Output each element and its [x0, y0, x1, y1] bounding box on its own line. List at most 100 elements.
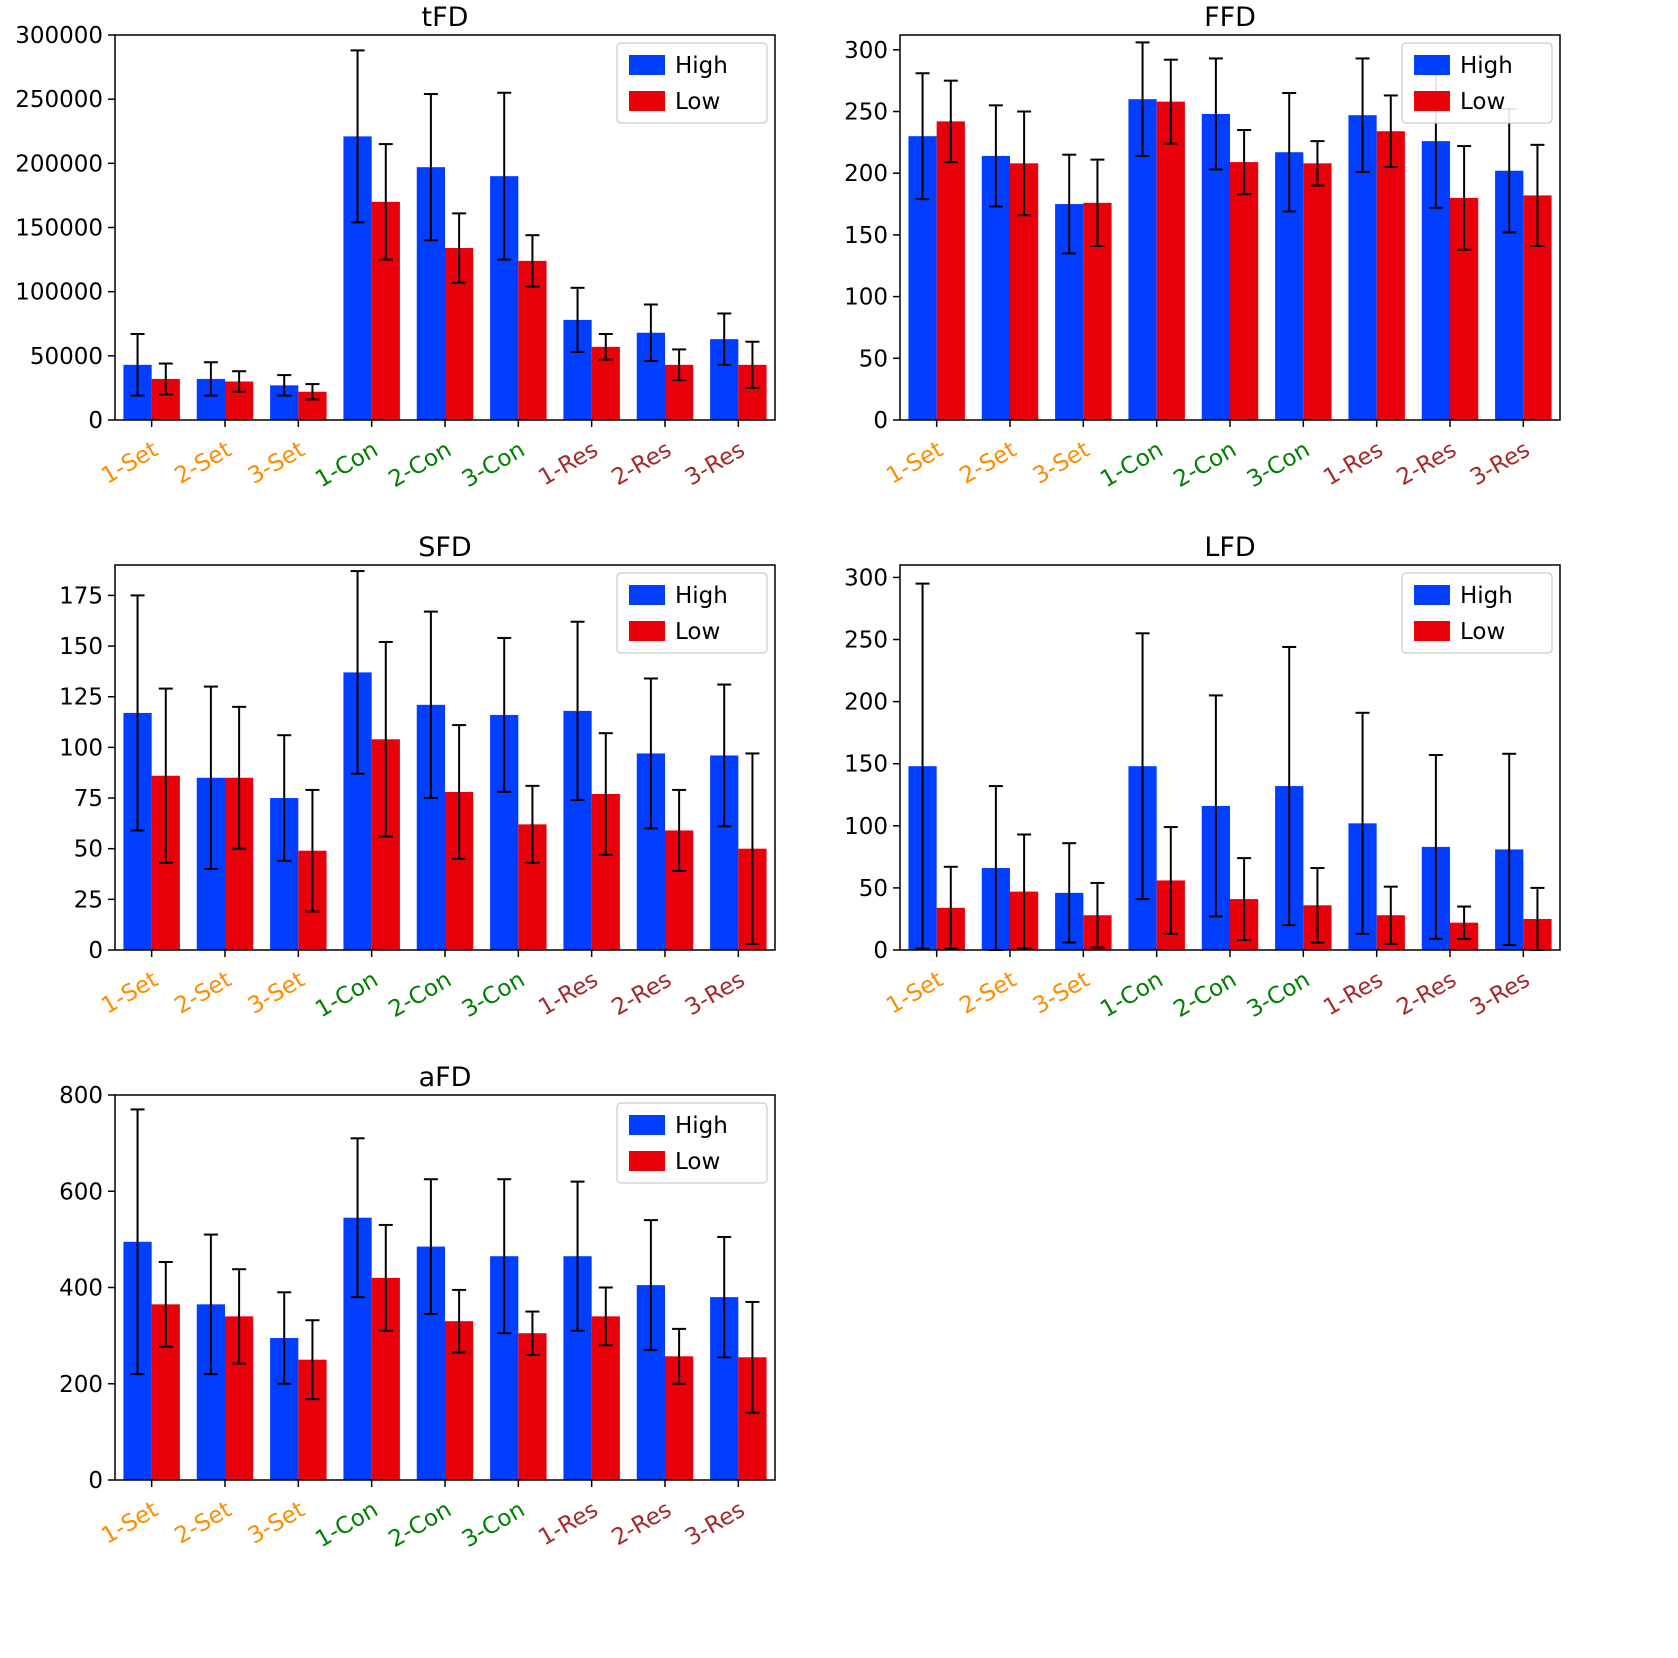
y-tick-label: 0	[88, 938, 103, 964]
x-tick-label: 2-Con	[384, 1497, 456, 1553]
x-tick-label: 1-Set	[882, 967, 948, 1020]
x-tick-label: 1-Con	[311, 437, 383, 493]
chart-LFD: LFD 1-Set 2-Set 3-Set 1-Con 2-Con 3-Con 1-Res 2-…	[844, 532, 1561, 1023]
y-tick-label: 200000	[15, 151, 103, 177]
legend-patch-low	[1414, 621, 1450, 641]
x-tick-label: 2-Set	[170, 437, 236, 490]
bar-low-1-Res	[1376, 131, 1405, 420]
x-tick-label: 3-Con	[458, 967, 530, 1023]
y-tick-label: 0	[873, 938, 888, 964]
chart-title: LFD	[1204, 532, 1255, 563]
legend-label-high: High	[675, 583, 728, 609]
y-tick-label: 100	[844, 814, 888, 840]
y-tick-label: 800	[59, 1083, 103, 1109]
x-tick-label: 1-Set	[97, 437, 163, 490]
x-tick-label: 3-Set	[244, 967, 310, 1020]
x-tick-label: 1-Set	[882, 437, 948, 490]
y-tick-label: 400	[59, 1276, 103, 1302]
x-tick-label: 3-Set	[1029, 437, 1095, 490]
x-tick-label: 1-Con	[311, 967, 383, 1023]
x-tick-label: 2-Set	[955, 437, 1021, 490]
x-tick-label: 1-Con	[311, 1497, 383, 1553]
y-tick-label: 200	[844, 690, 888, 716]
legend-label-low: Low	[675, 619, 720, 645]
bar-low-3-Con	[1303, 163, 1332, 421]
x-tick-label: 2-Con	[384, 967, 456, 1023]
bar-low-3-Con	[518, 1333, 547, 1480]
y-tick-label: 300000	[15, 23, 103, 49]
x-tick-label: 2-Res	[608, 437, 676, 492]
chart-title: FFD	[1204, 2, 1256, 33]
x-tick-label: 2-Con	[1169, 967, 1241, 1023]
x-tick-label: 1-Res	[1319, 967, 1387, 1022]
legend-label-low: Low	[675, 1149, 720, 1175]
legend-label-low: Low	[675, 89, 720, 115]
y-tick-label: 600	[59, 1179, 103, 1205]
x-tick-label: 3-Con	[458, 437, 530, 493]
chart-title: tFD	[422, 2, 469, 33]
x-tick-label: 3-Res	[1466, 437, 1534, 492]
legend-label-high: High	[675, 1113, 728, 1139]
x-tick-label: 2-Con	[1169, 437, 1241, 493]
legend-label-high: High	[1460, 53, 1513, 79]
chart-FFD: FFD 1-Set 2-Set 3-Set 1-Con 2-Con 3-Con 1-Res 2-…	[844, 2, 1561, 493]
chart-aFD: aFD 1-Set 2-Set 3-Set 1-Con 2-Con 3-Con 1-Res 2-…	[59, 1062, 776, 1553]
bar-low-1-Con	[1156, 101, 1185, 420]
y-tick-label: 250000	[15, 87, 103, 113]
x-tick-label: 3-Res	[1466, 967, 1534, 1022]
y-tick-label: 50	[859, 876, 888, 902]
x-tick-label: 3-Set	[1029, 967, 1095, 1020]
legend-patch-high	[1414, 585, 1450, 605]
chart-tFD: tFD 1-Set 2-Set 3-Set 1-Con 2-Con 3-Con 1-Res 2-…	[15, 2, 776, 493]
legend-patch-high	[629, 55, 665, 75]
legend-patch-low	[629, 621, 665, 641]
y-tick-label: 0	[873, 408, 888, 434]
x-tick-label: 3-Set	[244, 437, 310, 490]
y-tick-label: 150	[844, 223, 888, 249]
x-tick-label: 3-Con	[458, 1497, 530, 1553]
x-tick-label: 2-Set	[955, 967, 1021, 1020]
y-tick-label: 0	[88, 1468, 103, 1494]
x-tick-label: 1-Res	[534, 437, 602, 492]
x-tick-label: 1-Set	[97, 967, 163, 1020]
chart-title: aFD	[419, 1062, 472, 1093]
legend-patch-high	[629, 1115, 665, 1135]
chart-title: SFD	[418, 532, 471, 563]
y-tick-label: 150	[844, 752, 888, 778]
y-tick-label: 150000	[15, 216, 103, 242]
y-tick-label: 50	[859, 346, 888, 372]
x-tick-label: 1-Con	[1096, 967, 1168, 1023]
y-tick-label: 100000	[15, 280, 103, 306]
bar-low-1-Set	[936, 121, 965, 420]
x-tick-label: 3-Set	[244, 1497, 310, 1550]
legend-patch-high	[629, 585, 665, 605]
x-tick-label: 1-Res	[534, 967, 602, 1022]
x-tick-label: 3-Res	[681, 1497, 749, 1552]
y-tick-label: 100	[844, 285, 888, 311]
x-tick-label: 1-Res	[534, 1497, 602, 1552]
axes-frame	[899, 564, 1561, 951]
x-tick-label: 2-Res	[1393, 437, 1461, 492]
x-tick-label: 2-Set	[170, 1497, 236, 1550]
x-tick-label: 2-Set	[170, 967, 236, 1020]
legend-patch-low	[629, 91, 665, 111]
y-tick-label: 50	[74, 837, 103, 863]
x-tick-label: 2-Res	[1393, 967, 1461, 1022]
legend-patch-low	[1414, 91, 1450, 111]
y-tick-label: 0	[88, 408, 103, 434]
y-tick-label: 150	[59, 634, 103, 660]
x-tick-label: 1-Set	[97, 1497, 163, 1550]
x-tick-label: 2-Con	[384, 437, 456, 493]
y-tick-label: 100	[59, 735, 103, 761]
x-tick-label: 3-Con	[1243, 437, 1315, 493]
x-tick-label: 2-Res	[608, 967, 676, 1022]
y-tick-label: 250	[844, 100, 888, 126]
x-tick-label: 3-Con	[1243, 967, 1315, 1023]
legend-label-high: High	[1460, 583, 1513, 609]
y-tick-label: 250	[844, 628, 888, 654]
axes-frame	[114, 564, 776, 951]
legend-label-high: High	[675, 53, 728, 79]
bar-low-2-Con	[1230, 162, 1259, 420]
legend-label-low: Low	[1460, 619, 1505, 645]
